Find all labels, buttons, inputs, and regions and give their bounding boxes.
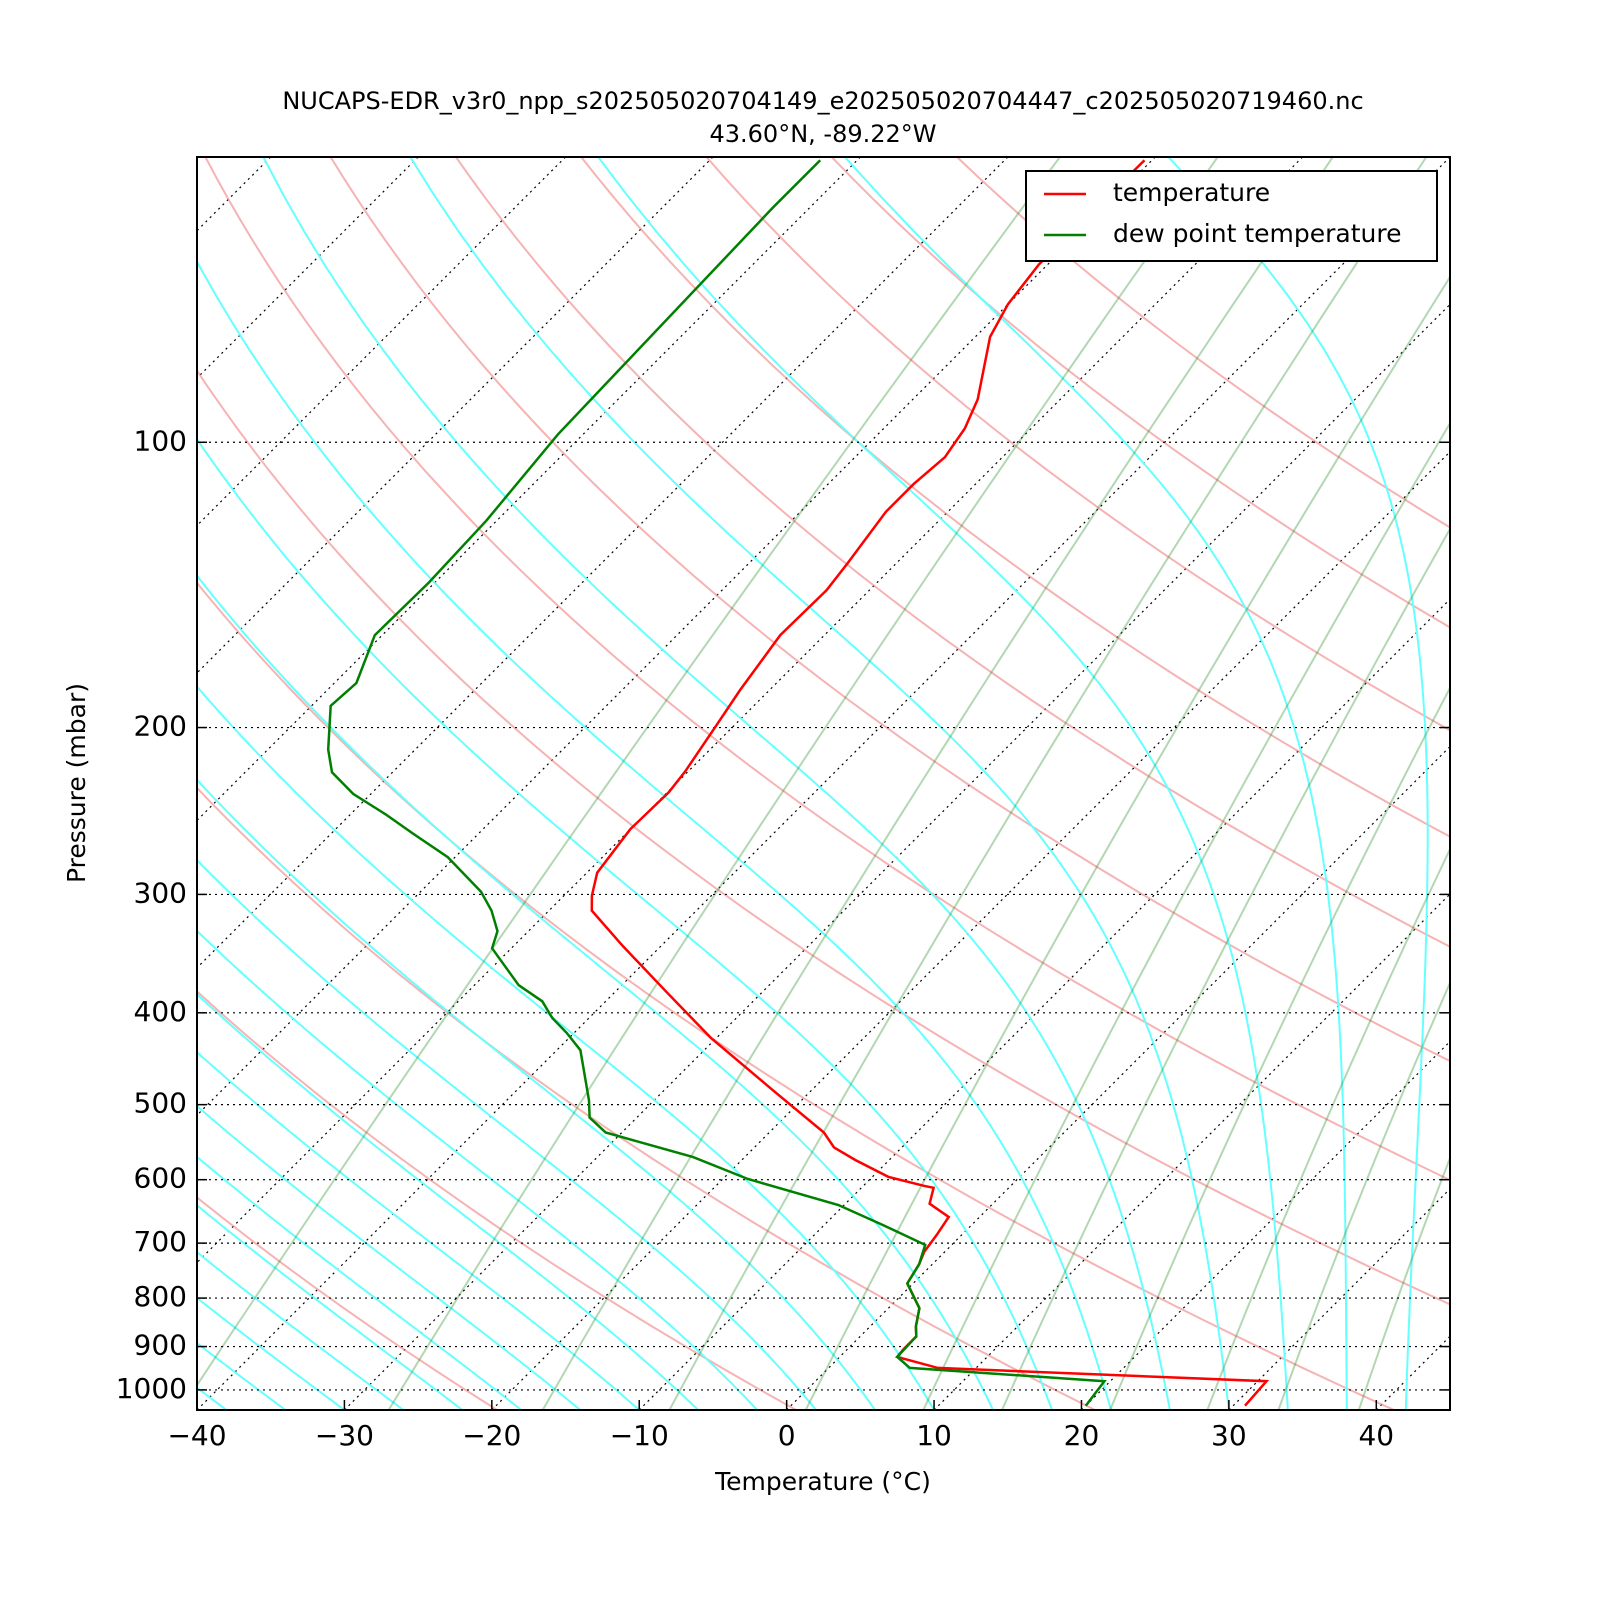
dry-adiabat: [197, 990, 797, 1410]
mixing-line: [922, 421, 1450, 1410]
moist-adiabat: [197, 574, 994, 1410]
grid-line: [491, 450, 1450, 1410]
dry-adiabat: [956, 157, 1450, 529]
isotherm: [197, 157, 714, 674]
moist-adiabat: [197, 685, 935, 1410]
moist-adiabat: [197, 992, 699, 1410]
y-tick-label: 300: [134, 876, 187, 909]
isotherm: [197, 157, 1304, 1264]
x-tick-label: −20: [462, 1419, 521, 1452]
dry-adiabat: [197, 786, 1096, 1410]
grid-line: [1081, 1040, 1450, 1410]
legend-box: [1025, 170, 1438, 262]
moist-adiabat: [844, 157, 1348, 1410]
isotherm: [197, 157, 1009, 969]
isotherm: [197, 157, 1156, 1117]
y-axis-label: Pressure (mbar): [62, 683, 91, 883]
mixing-line: [1206, 846, 1450, 1410]
plot-frame: [196, 156, 1451, 1411]
mixing-line: [668, 157, 1428, 1410]
moist-adiabat: [197, 1296, 346, 1410]
grid-line: [933, 893, 1450, 1410]
profile-line: [326, 159, 1107, 1407]
grid-line: [638, 598, 1450, 1410]
plot-area: [197, 157, 1450, 1410]
y-tick-label: 100: [134, 424, 187, 457]
moist-adiabat: [409, 157, 1230, 1410]
moist-adiabat: [597, 157, 1289, 1410]
y-tick-label: 900: [134, 1329, 187, 1362]
y-tick-label: 200: [134, 710, 187, 743]
y-tick-label: 500: [134, 1087, 187, 1120]
mixing-line: [1277, 980, 1450, 1410]
x-tick-label: −40: [167, 1419, 226, 1452]
x-tick-label: 40: [1358, 1419, 1394, 1452]
mixing-line: [387, 157, 1219, 1410]
chart-subtitle: 43.60°N, -89.22°W: [709, 120, 936, 148]
moist-adiabat: [197, 1104, 581, 1410]
x-tick-label: −10: [610, 1419, 669, 1452]
moist-adiabat: [197, 1204, 463, 1410]
isotherm: [197, 157, 861, 822]
legend-label: temperature: [1113, 178, 1270, 207]
dry-adiabat: [204, 157, 1450, 1182]
mixing-line: [1001, 526, 1450, 1410]
legend-label: dew point temperature: [1113, 219, 1402, 248]
moist-adiabat: [197, 1155, 522, 1410]
grid-line: [1228, 1188, 1450, 1410]
x-axis-label: Temperature (°C): [714, 1467, 931, 1496]
dry-adiabat: [830, 157, 1450, 629]
chart-title: NUCAPS-EDR_v3r0_npp_s202505020704149_e20…: [282, 87, 1363, 115]
grid-line: [197, 157, 1450, 1410]
dry-adiabat: [197, 1196, 498, 1410]
mixing-line: [1357, 1155, 1450, 1410]
dry-adiabat: [455, 157, 1450, 948]
moist-adiabat: [197, 929, 758, 1410]
moist-adiabat: [262, 157, 1171, 1410]
dry-adiabat: [329, 157, 1450, 1063]
mixing-line: [541, 157, 1334, 1410]
legend: temperature dew point temperature: [1025, 170, 1438, 262]
x-tick-label: 30: [1211, 1419, 1247, 1452]
y-tick-label: 700: [134, 1225, 187, 1258]
dry-adiabat: [197, 581, 1395, 1410]
moist-adiabat: [197, 1251, 405, 1410]
y-tick-label: 800: [134, 1280, 187, 1313]
moist-adiabat: [197, 858, 817, 1410]
x-tick-label: 0: [778, 1419, 796, 1452]
moist-adiabat: [197, 778, 876, 1410]
x-tick-label: −30: [315, 1419, 374, 1452]
mixing-line: [197, 157, 1061, 1388]
isotherm: [197, 157, 419, 379]
mixing-line: [804, 275, 1450, 1410]
dry-adiabat: [705, 157, 1450, 732]
moist-adiabat: [197, 259, 1112, 1410]
x-tick-label: 20: [1064, 1419, 1100, 1452]
y-tick-label: 400: [134, 995, 187, 1028]
dry-adiabat: [197, 368, 1450, 1306]
moist-adiabat: [197, 1050, 640, 1410]
y-tick-label: 1000: [116, 1372, 187, 1405]
grid-line: [343, 303, 1450, 1410]
moist-adiabat: [197, 437, 1053, 1410]
moist-adiabat: [1167, 157, 1429, 1410]
mixing-line: [1109, 685, 1450, 1410]
y-tick-label: 600: [134, 1162, 187, 1195]
grid-line: [786, 745, 1450, 1410]
x-tick-label: 10: [916, 1419, 952, 1452]
dry-adiabat: [580, 157, 1450, 838]
isotherm: [197, 157, 566, 527]
